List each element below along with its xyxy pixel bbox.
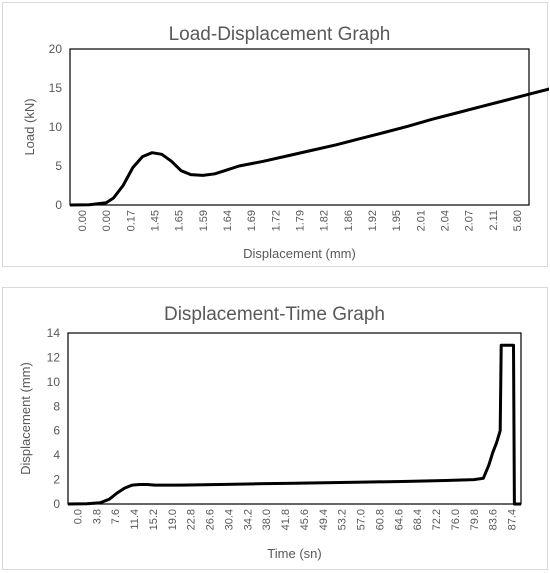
x-tick-label: 38.0	[261, 509, 273, 530]
x-tick-label: 5.80	[512, 210, 524, 231]
x-tick-label: 83.6	[488, 509, 500, 530]
displacement-time-chart-panel: Displacement-Time Graph 0 2 4 6 8 10 12 14 0.0 3.8…	[2, 287, 548, 570]
y-tick-label: 4	[53, 448, 60, 462]
x-tick-label: 19.0	[167, 509, 179, 530]
y-tick-label: 5	[55, 159, 62, 173]
x-tick-label: 1.82	[319, 210, 331, 231]
y-tick-label: 15	[49, 81, 63, 95]
x-tick-label: 0.00	[101, 210, 113, 231]
x-tick-label: 22.8	[186, 509, 198, 530]
chart-title: Displacement-Time Graph	[164, 304, 385, 325]
x-tick-label: 1.45	[150, 210, 162, 231]
x-tick-label: 1.64	[222, 210, 234, 231]
y-tick-label: 14	[47, 326, 61, 340]
x-tick-label: 30.4	[223, 509, 235, 530]
x-tick-label: 1.59	[198, 210, 210, 231]
series-line	[67, 343, 521, 506]
chart-title: Load-Displacement Graph	[169, 24, 391, 45]
y-tick-label: 10	[49, 120, 63, 134]
x-tick-label: 1.92	[367, 210, 379, 231]
x-tick-label: 2.01	[415, 210, 427, 231]
x-tick-label: 34.2	[242, 509, 254, 530]
x-tick-label: 1.69	[246, 210, 258, 231]
plot-area	[67, 332, 522, 505]
y-tick-label: 10	[47, 375, 61, 389]
x-tick-label: 26.6	[205, 509, 217, 530]
load-displacement-chart-panel: Load-Displacement Graph 0 5 10 15 20 0.00 0.00 0…	[2, 2, 549, 267]
x-tick-label: 72.2	[431, 509, 443, 530]
displacement-time-chart: Displacement-Time Graph 0 2 4 6 8 10 12 14 0.0 3.8…	[18, 304, 522, 561]
x-tick-label: 2.04	[439, 210, 451, 231]
x-tick-label: 15.2	[148, 509, 160, 530]
y-tick-label: 0	[55, 198, 62, 212]
plot-area	[69, 48, 530, 206]
x-tick-label: 60.8	[374, 509, 386, 530]
x-tick-label: 53.2	[337, 509, 349, 530]
load-displacement-chart: Load-Displacement Graph 0 5 10 15 20 0.00 0.00 0…	[22, 24, 549, 261]
x-tick-label: 1.65	[174, 210, 186, 231]
y-tick-label: 12	[47, 350, 61, 364]
x-tick-label: 57.0	[356, 509, 368, 530]
x-tick-label: 1.79	[295, 210, 307, 231]
y-axis-label: Load (kN)	[22, 98, 37, 155]
x-tick-label: 68.4	[412, 509, 424, 530]
y-tick-label: 2	[53, 473, 60, 487]
y-tick-label: 8	[53, 399, 60, 413]
y-tick-label: 6	[53, 424, 60, 438]
x-tick-label: 0.0	[72, 509, 84, 524]
x-tick-label: 45.6	[299, 509, 311, 530]
series-line	[69, 87, 549, 207]
x-tick-label: 3.8	[91, 509, 103, 524]
x-tick-label: 41.8	[280, 509, 292, 530]
x-tick-label: 1.86	[343, 210, 355, 231]
x-tick-label: 49.4	[318, 509, 330, 530]
x-tick-label: 0.17	[125, 210, 137, 231]
x-axis-label: Displacement (mm)	[243, 246, 356, 261]
x-tick-label: 11.4	[129, 509, 141, 530]
y-axis-label: Displacement (mm)	[18, 362, 33, 475]
x-tick-label: 1.95	[391, 210, 403, 231]
y-tick-label: 20	[49, 42, 63, 56]
x-tick-label: 2.07	[464, 210, 476, 231]
x-tick-label: 0.00	[77, 210, 89, 231]
x-tick-label: 2.11	[488, 210, 500, 231]
x-tick-label: 64.6	[393, 509, 405, 530]
x-tick-label: 76.0	[450, 509, 462, 530]
x-tick-label: 1.72	[270, 210, 282, 231]
y-tick-label: 0	[53, 497, 60, 511]
x-tick-label: 7.6	[110, 509, 122, 524]
x-axis-label: Time (sn)	[267, 546, 321, 561]
x-tick-label: 87.4	[507, 509, 519, 530]
x-tick-label: 79.8	[469, 509, 481, 530]
